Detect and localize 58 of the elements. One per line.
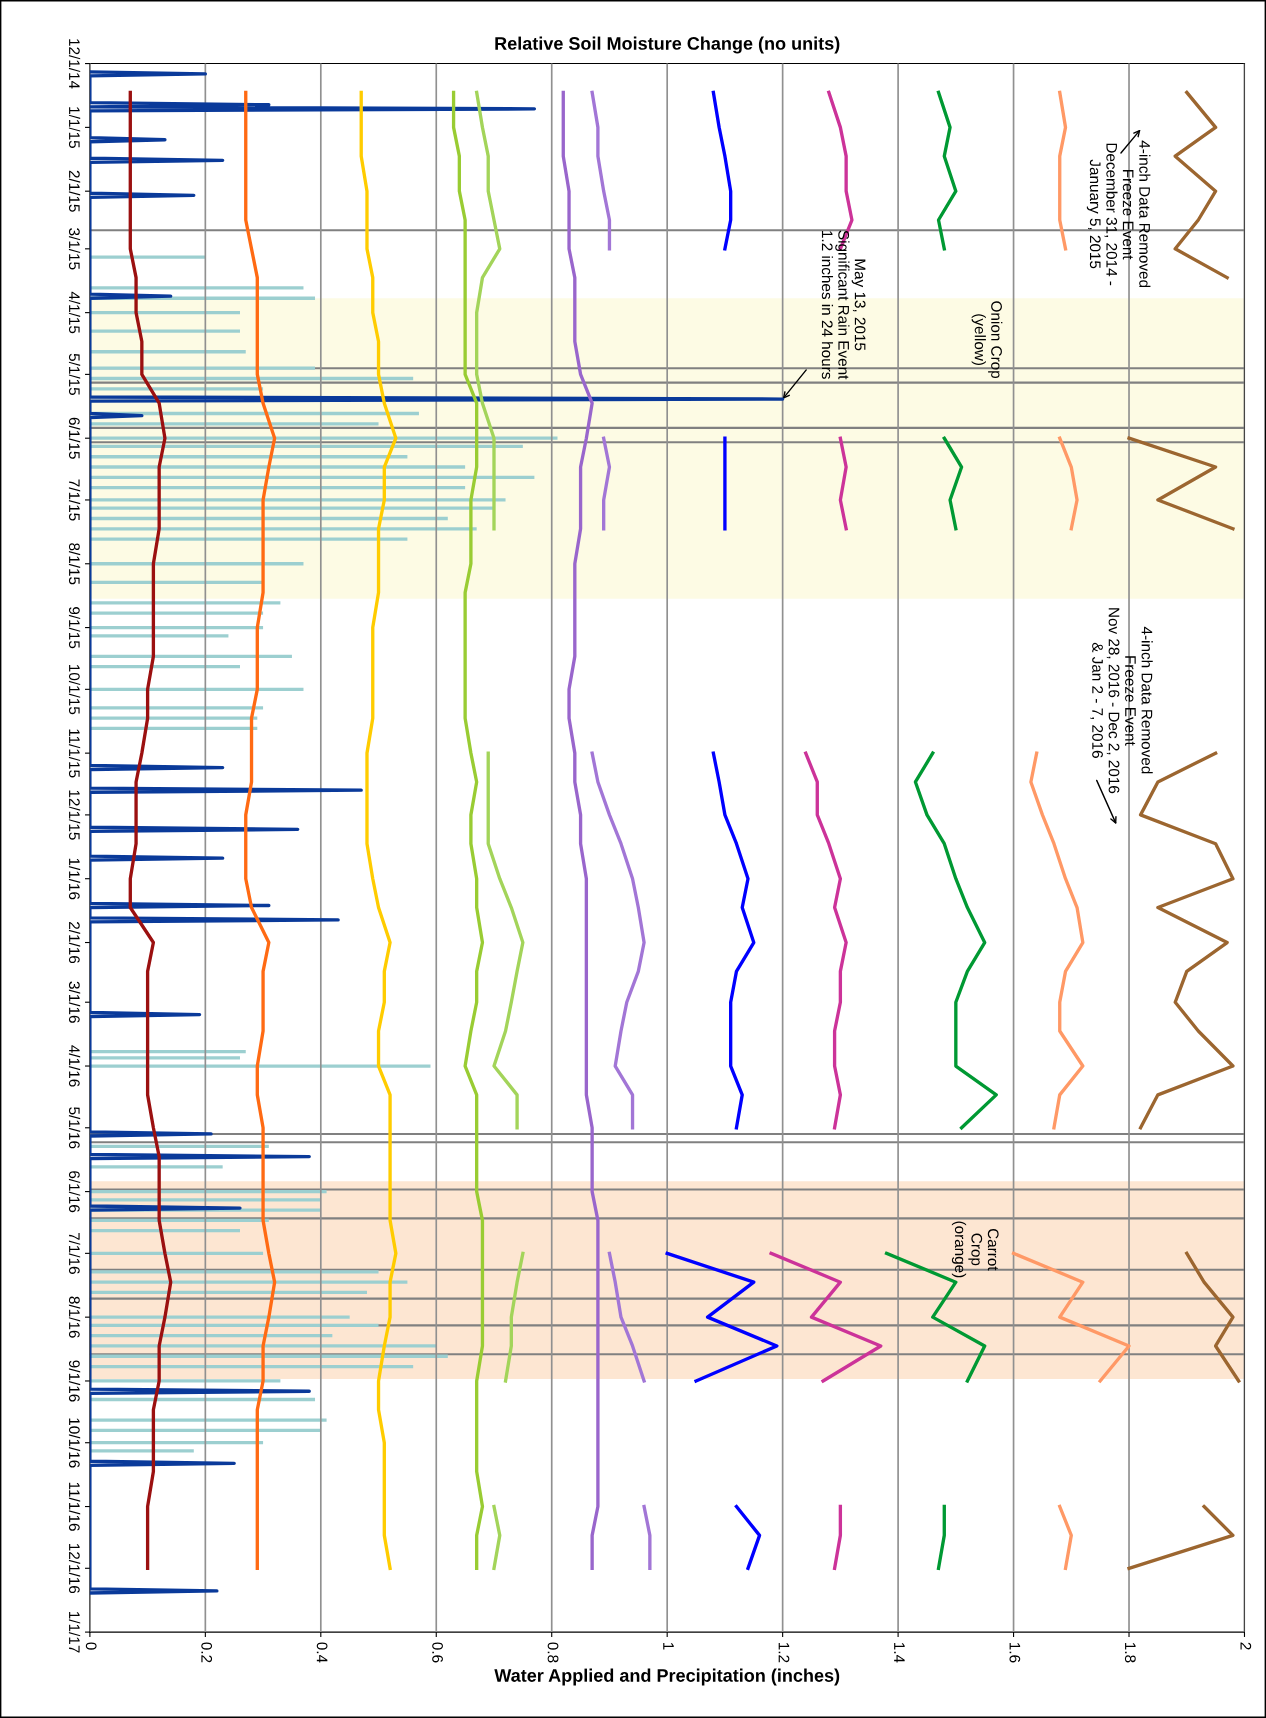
x-axis-title: Water Applied and Precipitation (inches) bbox=[494, 1668, 840, 1686]
x-tick-label: 1.6 bbox=[1009, 1642, 1021, 1663]
x-tick-label: 1.2 bbox=[778, 1642, 790, 1663]
y-tick-label: 6/1/16 bbox=[68, 1171, 81, 1213]
bar bbox=[89, 601, 281, 605]
y-tick-label: 10/1/15 bbox=[68, 665, 81, 715]
y-tick-label: 4/1/16 bbox=[68, 1045, 81, 1087]
y-tick-label: 11/1/15 bbox=[68, 729, 81, 778]
x-tick-label: 1.4 bbox=[894, 1642, 905, 1663]
y-tick-label: 8/1/16 bbox=[68, 1296, 81, 1338]
bar bbox=[89, 1344, 437, 1348]
bar bbox=[89, 1449, 194, 1453]
y-tick-label: 3/1/16 bbox=[68, 981, 81, 1023]
y-tick-label: 6/1/15 bbox=[68, 417, 81, 459]
bar bbox=[89, 465, 466, 469]
chart-title: Relative Soil Moisture Change (no units) bbox=[495, 36, 840, 54]
y-tick-label: 10/1/16 bbox=[68, 1418, 81, 1468]
y-tick-label: 7/1/16 bbox=[68, 1232, 81, 1274]
y-tick-label: 7/1/15 bbox=[68, 479, 81, 521]
annotation: 4-inch Data Removed Freeze Event December 31, 2014 - January 5, 2015 bbox=[1086, 140, 1151, 288]
x-tick-label: 0.2 bbox=[201, 1642, 213, 1663]
bar bbox=[89, 1379, 281, 1383]
x-tick-label: 0.6 bbox=[432, 1642, 443, 1663]
y-tick-label: 9/1/15 bbox=[68, 607, 81, 649]
y-tick-label: 2/1/15 bbox=[68, 170, 81, 212]
y-tick-label: 9/1/16 bbox=[68, 1360, 81, 1402]
x-tick-label: 1.8 bbox=[1124, 1642, 1136, 1663]
y-tick-label: 12/1/15 bbox=[68, 790, 81, 840]
y-tick-label: 5/1/16 bbox=[68, 1107, 81, 1149]
y-tick-label: 3/1/15 bbox=[68, 228, 81, 270]
bar bbox=[89, 537, 408, 541]
y-tick-label: 2/1/16 bbox=[68, 922, 81, 964]
y-tick-label: 12/1/14 bbox=[68, 39, 81, 89]
bar bbox=[89, 706, 264, 710]
bar bbox=[89, 286, 304, 290]
bar bbox=[89, 255, 206, 259]
x-tick-label: 2 bbox=[1240, 1642, 1252, 1650]
y-tick-label: 5/1/15 bbox=[68, 353, 81, 395]
x-tick-label: 0 bbox=[85, 1642, 97, 1650]
y-tick-label: 12/1/16 bbox=[68, 1543, 81, 1594]
y-tick-label: 1/1/16 bbox=[68, 858, 81, 900]
annotation: Onion Crop (yellow) bbox=[971, 301, 1003, 379]
annotation: 4-inch Data Removed Freeze Event Nov 28, 2016 - Dec 2, 2016 & Jan 2 - 7, 2016 bbox=[1090, 608, 1153, 794]
x-tick-label: 0.4 bbox=[316, 1642, 328, 1663]
y-tick-label: 4/1/15 bbox=[68, 291, 81, 334]
x-tick-label: 0.8 bbox=[547, 1642, 559, 1663]
bar bbox=[89, 498, 506, 502]
y-tick-label: 8/1/15 bbox=[68, 543, 81, 585]
y-tick-label: 11/1/16 bbox=[68, 1482, 81, 1531]
bar bbox=[89, 1064, 431, 1068]
annotation: May 13, 2015 Significant Rain Event 1.2 inches in 24 hours bbox=[821, 230, 866, 380]
annotation: Carrot Crop (orange) bbox=[951, 1221, 999, 1278]
bar bbox=[89, 1165, 223, 1169]
bar bbox=[89, 1270, 379, 1274]
x-tick-label: 1 bbox=[663, 1642, 674, 1650]
bar bbox=[89, 1418, 327, 1422]
y-tick-label: 1/1/17 bbox=[68, 1612, 81, 1653]
y-tick-label: 1/1/15 bbox=[68, 107, 81, 148]
